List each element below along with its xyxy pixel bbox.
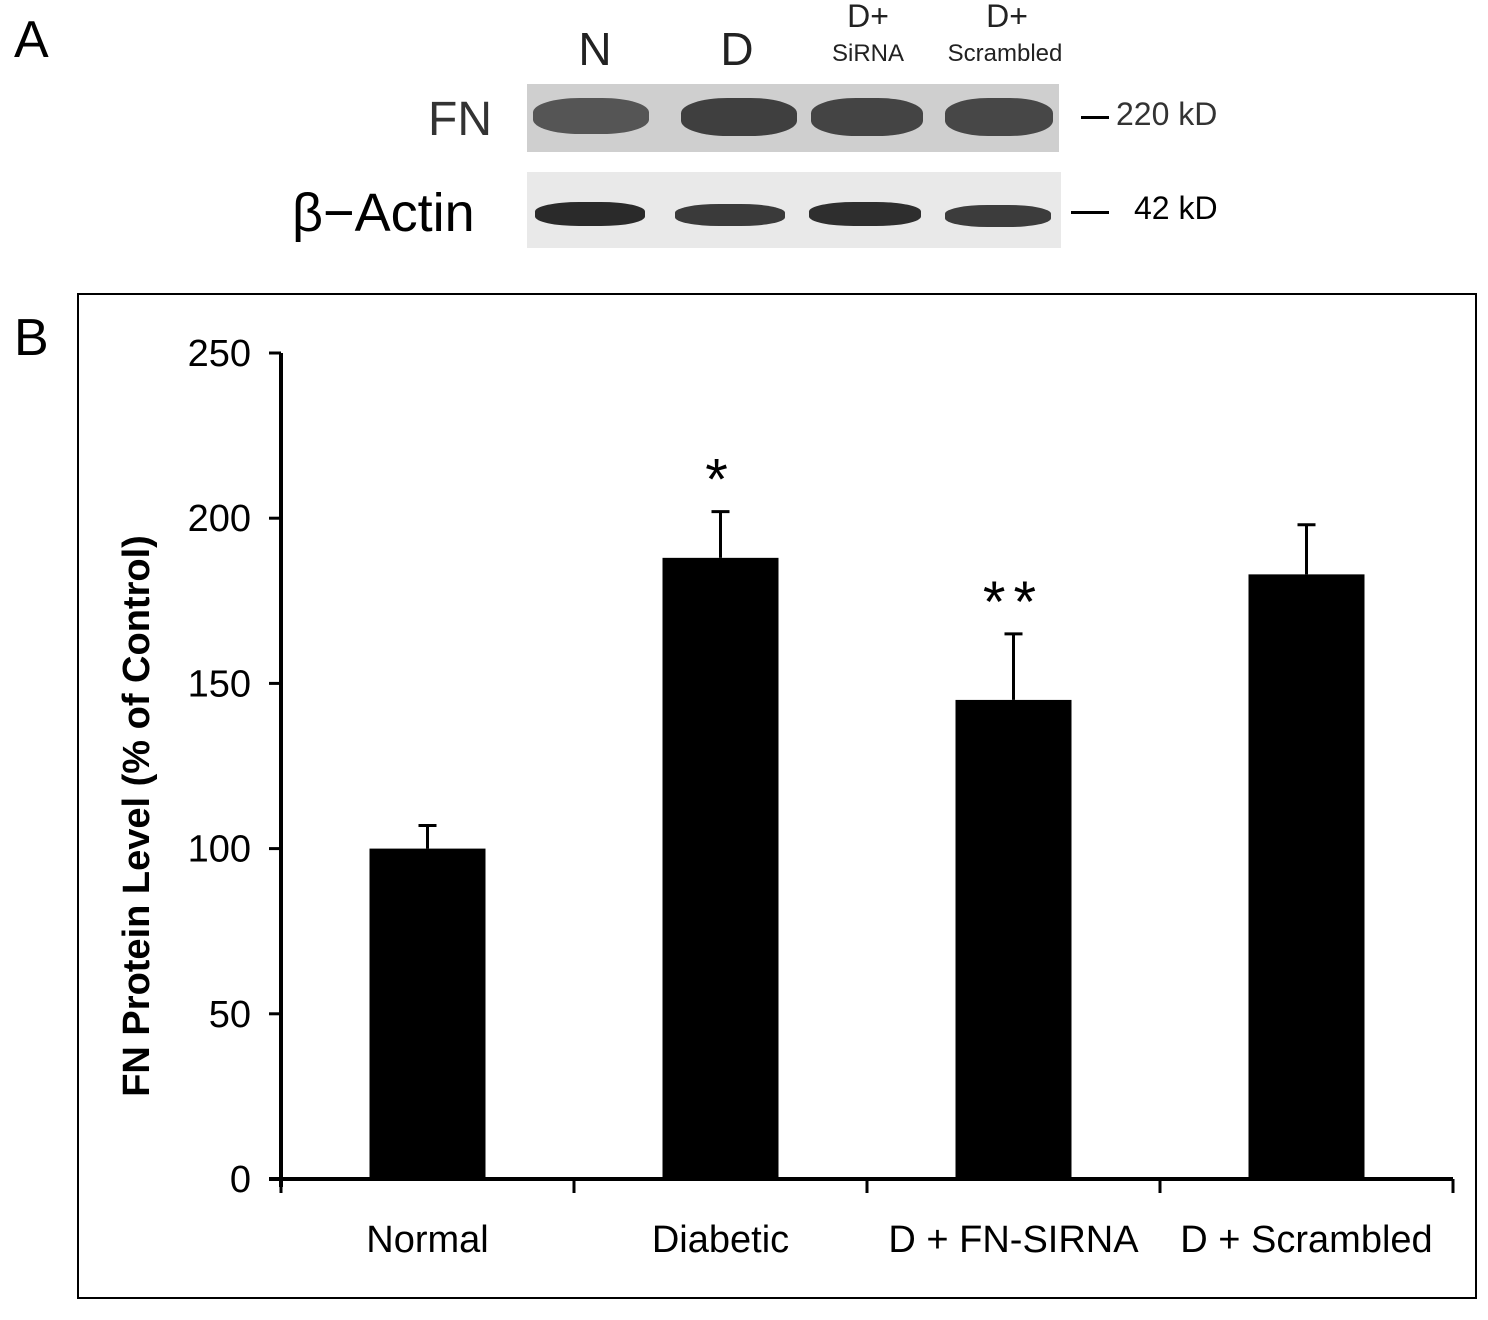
mw-label-fn: 220 kD xyxy=(1116,96,1218,132)
chart-frame xyxy=(77,293,1477,1299)
x-category-label-1: Diabetic xyxy=(652,1219,789,1261)
lane-sublabel-3: SiRNA xyxy=(831,40,904,67)
x-category-label-2: D + FN-SIRNA xyxy=(888,1219,1139,1261)
lane-label-1: N xyxy=(578,23,612,75)
y-tick-label-3: 150 xyxy=(188,663,251,705)
bar-1 xyxy=(662,557,779,1179)
y-axis-title: FN Protein Level (% of Control) xyxy=(116,535,158,1097)
y-tick-label-5: 250 xyxy=(188,333,251,375)
bar-0 xyxy=(369,848,486,1179)
lane-sublabel-4: Scrambled xyxy=(947,40,1063,67)
fn-band-4 xyxy=(945,98,1053,136)
actin-blot-image xyxy=(527,172,1061,248)
y-tick-label-2: 100 xyxy=(188,829,251,871)
fn-band-1 xyxy=(533,98,649,134)
significance-marker-1: * xyxy=(705,448,736,513)
panel-b-label: B xyxy=(14,309,49,367)
actin-band-4 xyxy=(945,205,1051,227)
fn-band-2 xyxy=(681,98,797,136)
actin-band-3 xyxy=(809,202,921,226)
significance-marker-2: ** xyxy=(983,570,1044,635)
y-tick-label-0: 0 xyxy=(230,1159,251,1201)
actin-band-2 xyxy=(675,204,785,226)
y-tick-label-1: 50 xyxy=(209,994,251,1036)
lane-label-3: D+ xyxy=(847,0,889,34)
bar-3 xyxy=(1248,574,1365,1179)
mw-label-actin: 42 kD xyxy=(1134,190,1218,226)
blot-label-actin: β−Actin xyxy=(292,183,475,243)
x-category-label-0: Normal xyxy=(366,1219,488,1261)
y-tick-label-4: 200 xyxy=(188,498,251,540)
bar-2 xyxy=(955,699,1072,1179)
actin-band-1 xyxy=(535,202,645,226)
x-category-label-3: D + Scrambled xyxy=(1180,1219,1432,1261)
mw-tick-fn xyxy=(1081,116,1109,119)
blot-label-fn: FN xyxy=(428,93,492,146)
mw-tick-actin xyxy=(1071,211,1109,214)
fn-band-3 xyxy=(811,98,923,136)
fn-blot-image xyxy=(527,84,1059,152)
panel-a-label: A xyxy=(14,11,49,69)
lane-label-2: D xyxy=(720,23,754,75)
lane-label-4: D+ xyxy=(986,0,1028,34)
